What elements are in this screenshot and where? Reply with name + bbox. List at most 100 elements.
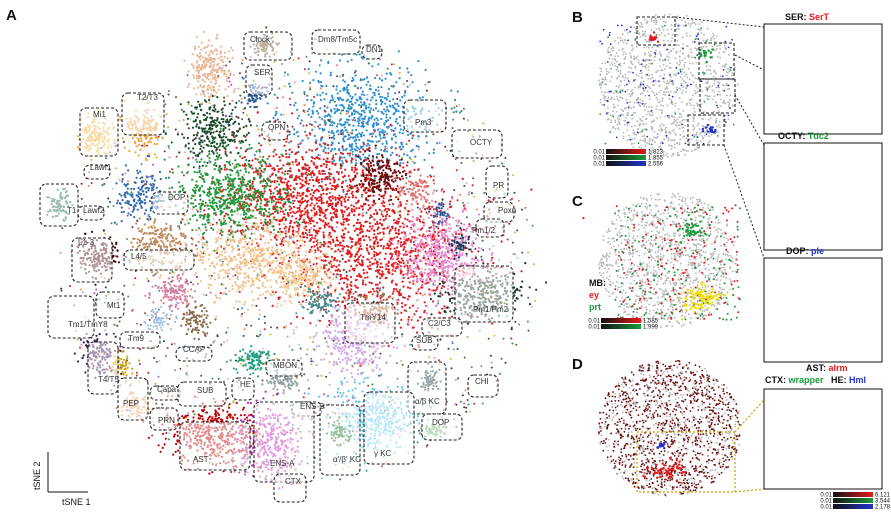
cell-dot xyxy=(683,271,686,274)
cell-dot xyxy=(628,246,631,249)
cell-dot xyxy=(324,172,327,175)
cell-dot xyxy=(502,337,505,340)
cell-dot xyxy=(696,198,698,201)
cell-dot xyxy=(714,237,717,240)
cell-dot xyxy=(696,300,699,303)
cell-dot xyxy=(607,106,609,109)
cell-dot xyxy=(624,39,626,41)
cell-dot xyxy=(607,291,610,294)
cell-dot xyxy=(661,219,664,222)
cell-dot xyxy=(643,34,646,36)
cell-dot xyxy=(648,248,651,250)
cell-dot xyxy=(644,231,647,233)
cell-dot xyxy=(211,223,214,226)
cell-dot xyxy=(633,209,636,212)
cell-dot xyxy=(210,274,213,277)
cell-dot xyxy=(667,131,670,134)
cell-dot xyxy=(211,377,214,380)
cell-dot xyxy=(699,318,702,320)
cell-dot xyxy=(723,99,725,102)
cell-dot xyxy=(665,87,667,90)
cell-dot xyxy=(671,80,673,83)
cell-dot xyxy=(729,107,731,110)
cell-dot xyxy=(602,263,605,265)
cell-dot xyxy=(689,35,692,37)
cell-dot xyxy=(527,296,530,299)
cell-dot xyxy=(175,301,178,304)
cell-dot xyxy=(622,283,625,285)
cell-dot xyxy=(614,284,617,287)
cell-dot xyxy=(617,258,620,261)
cell-dot xyxy=(631,44,633,46)
cell-dot xyxy=(733,241,736,243)
cell-dot xyxy=(713,95,716,98)
cell-dot xyxy=(607,36,609,39)
cell-dot xyxy=(633,55,636,58)
cell-dot xyxy=(638,146,641,149)
cell-dot xyxy=(677,34,679,36)
cell-dot xyxy=(725,63,728,66)
cell-dot xyxy=(625,98,628,101)
cell-dot xyxy=(676,44,678,47)
cell-dot xyxy=(703,100,706,103)
cell-dot xyxy=(107,205,110,208)
cell-dot xyxy=(709,214,711,217)
cell-dot xyxy=(692,264,694,266)
panel-c-scatter xyxy=(598,192,741,329)
cell-dot xyxy=(308,60,311,63)
cell-dot xyxy=(681,237,684,240)
cell-dot xyxy=(643,32,646,35)
cell-dot xyxy=(657,280,659,283)
cell-dot xyxy=(616,95,618,98)
cell-dot xyxy=(634,38,637,41)
cell-dot xyxy=(674,293,676,296)
cell-dot xyxy=(736,83,739,86)
cell-dot xyxy=(200,258,202,261)
cell-dot xyxy=(351,132,353,135)
cell-dot xyxy=(401,333,404,336)
cell-dot xyxy=(686,293,689,295)
cell-dot xyxy=(650,256,653,259)
cell-dot xyxy=(647,232,649,235)
cell-dot xyxy=(455,105,458,108)
cell-dot xyxy=(372,300,375,303)
cell-dot xyxy=(614,59,617,62)
cell-dot xyxy=(223,341,225,344)
cell-dot xyxy=(671,115,674,118)
cell-dot xyxy=(690,255,693,258)
cell-dot xyxy=(641,295,644,297)
cell-dot xyxy=(236,308,239,311)
cell-dot xyxy=(696,87,699,90)
cell-dot xyxy=(662,254,665,257)
cell-dot xyxy=(460,222,463,225)
cell-dot xyxy=(628,228,631,231)
cell-dot xyxy=(708,217,711,220)
cell-dot xyxy=(695,209,698,212)
cell-dot xyxy=(606,254,609,256)
cell-dot xyxy=(735,254,738,256)
cell-dot xyxy=(351,150,354,153)
cell-dot xyxy=(154,273,157,275)
cell-dot xyxy=(697,28,699,31)
cell-dot xyxy=(323,105,326,108)
cell-dot xyxy=(709,140,712,142)
cell-dot xyxy=(663,73,666,76)
cell-dot xyxy=(724,66,726,68)
cell-dot xyxy=(666,217,668,220)
cell-dot xyxy=(241,307,244,310)
cell-dot xyxy=(655,28,658,30)
cell-dot xyxy=(704,305,707,307)
cell-dot xyxy=(669,224,672,226)
cell-dot xyxy=(408,324,411,327)
cell-dot xyxy=(681,200,684,203)
cell-dot xyxy=(672,193,674,195)
cell-dot xyxy=(655,272,658,275)
cell-dot xyxy=(641,292,644,294)
cell-dot xyxy=(627,296,630,299)
cell-dot xyxy=(713,69,716,72)
cell-dot xyxy=(641,34,644,37)
cell-dot xyxy=(700,244,702,246)
cell-dot xyxy=(704,286,707,289)
cell-dot xyxy=(630,60,633,63)
cell-dot xyxy=(656,216,658,219)
